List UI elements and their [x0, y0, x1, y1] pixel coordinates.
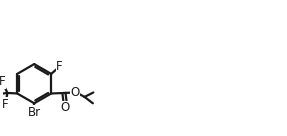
Text: F: F: [0, 75, 5, 88]
Text: F: F: [2, 98, 8, 111]
Text: O: O: [61, 101, 70, 114]
Text: O: O: [71, 86, 80, 99]
Text: F: F: [0, 87, 1, 101]
Text: Br: Br: [28, 106, 41, 119]
Text: F: F: [56, 60, 63, 73]
